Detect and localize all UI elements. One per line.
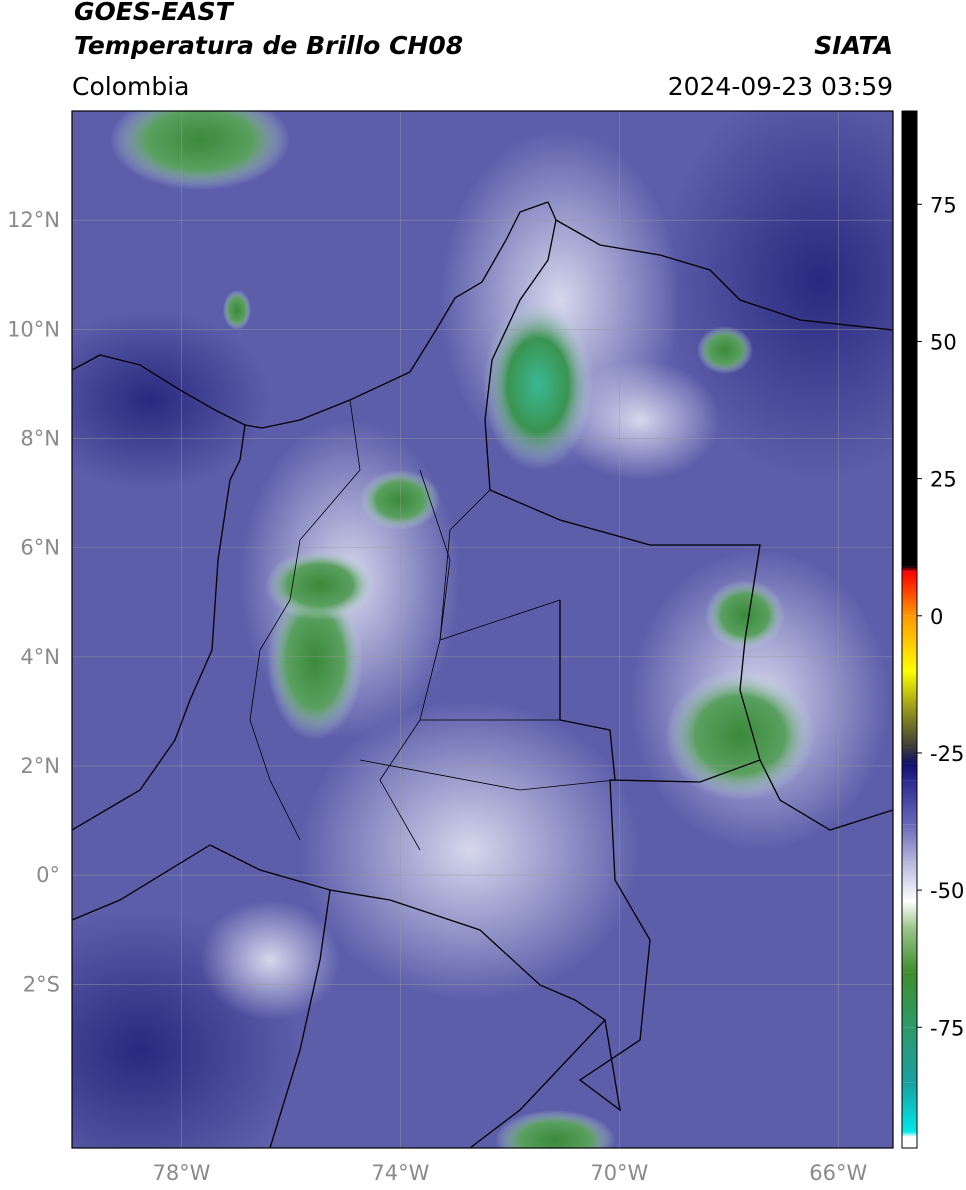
cloud bbox=[300, 700, 640, 1000]
cloud-top bbox=[697, 326, 753, 374]
cloud bbox=[560, 360, 720, 480]
colorbar-tick-label: -25 bbox=[930, 742, 964, 766]
cloud-top bbox=[267, 580, 363, 740]
colorbar-segment bbox=[902, 972, 917, 1028]
coastline bbox=[72, 354, 246, 426]
cloud-top bbox=[265, 550, 375, 620]
x-tick-label: 74°W bbox=[371, 1161, 429, 1185]
colorbar-segment bbox=[902, 780, 917, 825]
colorbar-segment bbox=[902, 862, 917, 902]
y-tick-label: 6°N bbox=[20, 536, 60, 560]
y-tick-label: 8°N bbox=[20, 426, 60, 450]
datetime: 2024-09-23 03:59 bbox=[668, 72, 893, 101]
colorbar-tick-label: -75 bbox=[930, 1016, 964, 1040]
title: GOES-EAST bbox=[74, 0, 235, 26]
coastline bbox=[72, 201, 549, 831]
borders bbox=[72, 201, 893, 1148]
colorbar-segment bbox=[902, 824, 917, 863]
border bbox=[559, 600, 616, 781]
colorbar-segment bbox=[902, 747, 917, 764]
grid bbox=[72, 111, 893, 1148]
cloud-top bbox=[110, 111, 290, 190]
colorbar-segment bbox=[902, 928, 917, 973]
y-tick-label: 2°S bbox=[23, 972, 60, 996]
colorbar: 75 50 25 0 -25 -50 -75 bbox=[902, 111, 964, 1148]
colorbar-segment bbox=[902, 1137, 917, 1148]
border bbox=[469, 1019, 606, 1148]
colorbar-segment bbox=[902, 901, 917, 929]
x-tick-label: 66°W bbox=[809, 1161, 867, 1185]
map-frame bbox=[71, 110, 894, 1149]
x-tick-label: 78°W bbox=[152, 1161, 210, 1185]
department-border bbox=[249, 399, 361, 841]
colorbar-segment bbox=[902, 763, 917, 781]
colombia-border bbox=[209, 201, 761, 1112]
border bbox=[759, 759, 893, 831]
colorbar-segment bbox=[902, 615, 917, 671]
cloud-top bbox=[665, 670, 815, 800]
colorbar-tick-label: 50 bbox=[930, 330, 957, 354]
colorbar-segment bbox=[902, 1082, 917, 1132]
department-border bbox=[359, 719, 616, 791]
map-field bbox=[72, 111, 893, 1148]
subtitle: Temperatura de Brillo CH08 bbox=[74, 31, 463, 60]
cloud-top bbox=[705, 580, 785, 650]
colorbar-segment bbox=[902, 566, 917, 572]
y-tick-label: 0° bbox=[36, 863, 60, 887]
x-tick-label: 70°W bbox=[590, 1161, 648, 1185]
border bbox=[269, 889, 331, 1148]
department-border bbox=[439, 489, 561, 641]
y-tick-label: 10°N bbox=[7, 317, 60, 341]
cloud-top bbox=[495, 1110, 615, 1148]
colorbar-tick-label: -50 bbox=[930, 879, 964, 903]
cloud bbox=[200, 900, 340, 1020]
colorbar-segment bbox=[902, 1131, 917, 1138]
cloud-top bbox=[483, 300, 593, 470]
colorbar-segment bbox=[902, 670, 917, 715]
y-tick-label: 12°N bbox=[7, 208, 60, 232]
region: Colombia bbox=[72, 72, 189, 101]
cloud-top bbox=[223, 290, 251, 330]
cold-region bbox=[72, 310, 270, 490]
colorbar-segment bbox=[902, 714, 917, 748]
coastline bbox=[555, 219, 893, 331]
department-border bbox=[379, 469, 451, 851]
y-tick-label: 4°N bbox=[20, 645, 60, 669]
y-tick-label: 2°N bbox=[20, 754, 60, 778]
cloud-top bbox=[360, 470, 440, 530]
colorbar-frame bbox=[901, 110, 918, 1149]
source: SIATA bbox=[814, 31, 893, 60]
colorbar-segment bbox=[902, 1027, 917, 1083]
cold-region bbox=[660, 111, 893, 480]
colorbar-segment bbox=[902, 571, 917, 616]
coastline bbox=[72, 844, 211, 921]
colorbar-segment bbox=[902, 111, 917, 567]
colorbar-tick-label: 25 bbox=[930, 468, 957, 492]
colorbar-tick-label: 75 bbox=[930, 193, 957, 217]
colorbar-tick-label: 0 bbox=[930, 605, 943, 629]
